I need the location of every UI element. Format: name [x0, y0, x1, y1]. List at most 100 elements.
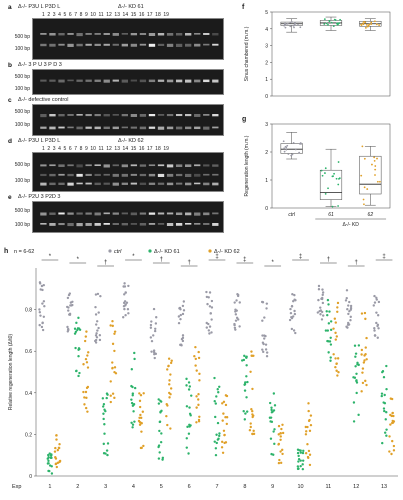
scatter-point: [355, 391, 358, 395]
scatter-point: [124, 291, 127, 294]
scatter-point: [321, 288, 324, 291]
box-point: [366, 188, 369, 190]
y-tick-label: 4: [265, 27, 268, 33]
scatter-point: [182, 300, 186, 303]
significance-mark: *: [77, 257, 80, 263]
box-point: [363, 157, 366, 160]
scatter-point: [392, 414, 395, 418]
gel-band: [67, 212, 74, 215]
gel-band: [121, 79, 128, 83]
significance-mark: †: [160, 257, 163, 263]
scatter-point: [109, 394, 112, 397]
scatter-point: [363, 359, 366, 362]
scatter-point: [233, 322, 236, 326]
scatter-point: [375, 321, 378, 325]
scatter-point: [383, 409, 386, 413]
gel-band: [139, 79, 147, 83]
scatter-point: [250, 408, 253, 411]
x-tick-label: 8: [243, 484, 246, 490]
gel-band: [85, 126, 92, 129]
x-axis-label: Exp: [12, 484, 21, 490]
significance-mark: *: [132, 254, 135, 260]
scatter-point: [304, 425, 308, 429]
gel-band: [175, 223, 183, 226]
scatter-point: [94, 305, 97, 309]
scatter-point: [250, 354, 253, 357]
box-point: [365, 23, 368, 26]
scatter-point: [208, 291, 212, 294]
scatter-point: [245, 375, 248, 378]
scatter-point: [304, 452, 308, 455]
gel-band: [67, 223, 74, 227]
scatter-point: [109, 324, 112, 327]
gel-band: [139, 114, 147, 117]
scatter-point: [290, 304, 294, 308]
scatter-point: [103, 432, 106, 435]
gel-band: [121, 33, 128, 35]
significance-mark: ‡: [382, 254, 385, 260]
gel-b-caption: Δ-/- 3 P U 3 P D 3: [18, 62, 62, 68]
significance-mark: *: [272, 260, 275, 266]
y-tick-label: 2: [265, 150, 268, 156]
scatter-point: [181, 312, 185, 316]
scatter-point: [273, 442, 276, 446]
scatter-point: [363, 311, 367, 315]
scatter-point: [214, 447, 218, 450]
scatter-point: [198, 379, 201, 382]
scatter-point: [336, 357, 340, 360]
gel-band: [40, 79, 47, 82]
scatter-point: [169, 387, 173, 390]
scatter-point: [273, 404, 277, 407]
scatter-point: [102, 403, 106, 406]
scatter-point: [352, 420, 356, 423]
scatter-point: [224, 394, 228, 397]
legend-marker: [148, 249, 152, 253]
scatter-point: [307, 409, 310, 413]
y-axis-label: Sinus chambered (m.m.): [244, 26, 250, 81]
scatter-point: [197, 350, 200, 354]
scatter-point: [360, 312, 364, 315]
y-tick-label: 3: [265, 44, 268, 50]
scatter-point: [73, 327, 77, 330]
scatter-point: [56, 461, 60, 465]
scatter-point: [332, 353, 335, 356]
scatter-point: [181, 304, 185, 308]
scatter-point: [67, 309, 70, 312]
scatter-point: [279, 432, 282, 435]
scatter-point: [95, 336, 99, 339]
x-tick-label: 3: [104, 484, 107, 490]
gel-band: [148, 33, 156, 36]
scatter-point: [385, 387, 388, 391]
y-tick-label: 0: [265, 206, 268, 212]
scatter-point: [86, 366, 90, 369]
scatter-point: [306, 443, 309, 446]
scatter-point: [67, 293, 71, 297]
gel-band: [212, 223, 219, 226]
scatter-point: [354, 352, 358, 355]
gel-band: [166, 182, 174, 186]
scatter-point: [157, 402, 161, 405]
box-point: [299, 142, 302, 144]
scatter-point: [111, 324, 114, 328]
gel-band: [67, 79, 74, 82]
scatter-point: [190, 394, 193, 397]
scatter-point: [131, 385, 134, 389]
gel-b-marker-100: 100 bp: [14, 86, 30, 92]
scatter-point: [245, 410, 249, 413]
gel-band: [194, 43, 201, 47]
scatter-point: [214, 415, 217, 419]
scatter-point: [234, 328, 237, 331]
scatter-point: [382, 407, 386, 410]
gel-band: [166, 43, 174, 47]
scatter-point: [320, 297, 323, 301]
gel-band: [112, 79, 119, 82]
scatter-point: [372, 304, 375, 307]
panel-label-b: b: [8, 62, 12, 69]
scatter-point: [43, 305, 46, 308]
scatter-point: [187, 381, 191, 384]
gel-band: [148, 212, 156, 215]
gel-band: [67, 43, 74, 47]
gel-e-marker-100: 100 bp: [14, 222, 30, 228]
gel-band: [76, 114, 83, 116]
gel-band: [130, 182, 138, 185]
